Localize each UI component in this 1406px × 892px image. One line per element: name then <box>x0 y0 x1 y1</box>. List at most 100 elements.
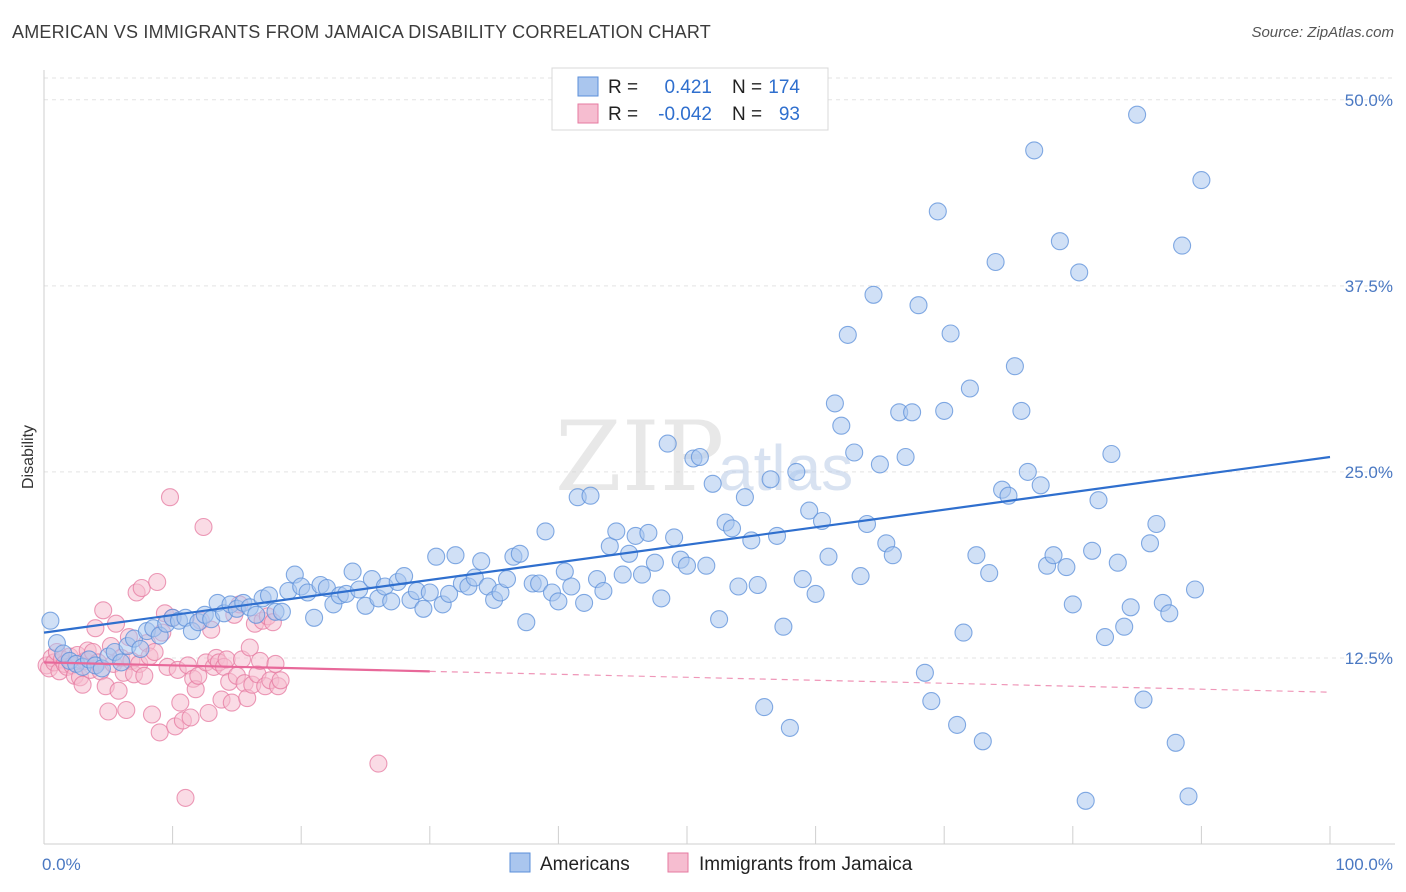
chart-title: AMERICAN VS IMMIGRANTS FROM JAMAICA DISA… <box>12 22 711 42</box>
jamaica-point <box>142 705 162 724</box>
americans-point <box>632 565 652 584</box>
jamaica-point <box>194 517 213 537</box>
americans-point <box>677 556 697 575</box>
jamaica-point <box>199 703 218 723</box>
points-americans <box>41 105 1211 810</box>
americans-point <box>536 522 555 541</box>
jamaica-point <box>94 601 113 620</box>
americans-point <box>710 610 729 629</box>
americans-point <box>112 653 131 672</box>
americans-point <box>472 552 491 571</box>
y-tick-label: 37.5% <box>1345 277 1393 296</box>
americans-point <box>305 608 324 627</box>
americans-point <box>1179 787 1198 806</box>
jamaica-point <box>171 693 190 712</box>
y-tick-label: 12.5% <box>1345 649 1393 668</box>
americans-point <box>703 474 722 493</box>
gridlines <box>44 77 1395 659</box>
jamaica-point <box>99 702 118 721</box>
americans-point <box>780 718 799 737</box>
americans-point <box>941 324 960 343</box>
americans-point <box>259 586 279 605</box>
americans-point <box>1070 263 1089 282</box>
americans-point <box>948 715 967 734</box>
legend-n-label: N = <box>732 104 762 125</box>
jamaica-point <box>271 671 290 690</box>
legend-n-label: N = <box>732 77 762 98</box>
americans-point <box>1050 232 1069 251</box>
jamaica-point <box>217 650 236 669</box>
americans-point <box>1095 628 1115 647</box>
y-tick-labels: 12.5% 25.0% 37.5% 50.0% <box>1345 91 1393 668</box>
legend-r-value: 0.421 <box>664 77 712 98</box>
americans-point <box>1012 401 1031 420</box>
americans-point <box>954 623 973 642</box>
americans-point <box>594 581 613 601</box>
legend-swatch-jamaica <box>577 103 599 124</box>
americans-point <box>722 519 742 538</box>
americans-point <box>832 416 851 435</box>
americans-point <box>1192 171 1211 190</box>
americans-point <box>645 553 664 572</box>
legend-r-value: -0.042 <box>658 104 712 125</box>
americans-point <box>787 462 806 481</box>
americans-point <box>1044 546 1063 565</box>
americans-point <box>960 379 979 398</box>
americans-point <box>607 522 626 541</box>
americans-point <box>1083 541 1102 560</box>
chart-source: Source: ZipAtlas.com <box>1251 24 1394 41</box>
americans-point <box>857 514 877 534</box>
jamaica-point <box>117 700 136 720</box>
americans-point <box>980 564 999 583</box>
legend-bottom: Americans Immigrants from Jamaica <box>509 852 913 875</box>
jamaica-point <box>73 675 92 694</box>
legend-r-label: R = <box>608 104 638 125</box>
americans-point <box>41 611 60 630</box>
legend-n-value: 93 <box>779 104 800 125</box>
trend-lines <box>43 455 1331 693</box>
americans-point <box>883 546 902 565</box>
americans-point <box>1140 534 1160 553</box>
americans-point <box>1185 580 1205 599</box>
x-ticks: 0.0% 100.0% <box>42 826 1393 874</box>
americans-point <box>510 544 529 563</box>
americans-point <box>1076 791 1095 810</box>
trend-line-jamaica-extension <box>429 670 1331 693</box>
legend-bottom-label-jamaica: Immigrants from Jamaica <box>699 854 913 875</box>
americans-point <box>767 526 787 545</box>
americans-point <box>1108 553 1127 572</box>
y-tick-label: 25.0% <box>1345 463 1393 482</box>
americans-point <box>639 523 658 542</box>
americans-point <box>922 692 941 711</box>
y-axis-label: Disability <box>20 425 37 489</box>
legend-bottom-swatch-jamaica <box>667 852 689 873</box>
x-tick-label: 100.0% <box>1335 855 1393 874</box>
americans-point <box>1121 598 1140 617</box>
americans-point <box>825 394 844 413</box>
legend-bottom-label-americans: Americans <box>540 854 630 875</box>
americans-point <box>870 455 889 474</box>
legend-n-value: 174 <box>768 77 800 98</box>
x-tick-label: 0.0% <box>42 855 81 874</box>
americans-point <box>1134 690 1153 709</box>
jamaica-point <box>109 681 128 700</box>
americans-point <box>1031 476 1050 495</box>
americans-point <box>549 592 568 611</box>
americans-point <box>247 605 266 624</box>
jamaica-point <box>160 488 180 507</box>
americans-point <box>1025 141 1044 160</box>
americans-point <box>1166 733 1185 752</box>
americans-point <box>1057 558 1076 577</box>
jamaica-point <box>266 654 285 673</box>
americans-point <box>800 501 819 520</box>
americans-point <box>1147 514 1166 534</box>
jamaica-point <box>222 693 241 712</box>
trend-line-americans <box>43 455 1331 634</box>
americans-point <box>613 565 632 584</box>
legend-bottom-swatch-americans <box>509 852 531 873</box>
americans-point <box>562 577 581 596</box>
americans-point <box>793 570 812 589</box>
americans-point <box>845 443 864 462</box>
americans-point <box>935 401 954 420</box>
americans-point <box>575 593 594 612</box>
